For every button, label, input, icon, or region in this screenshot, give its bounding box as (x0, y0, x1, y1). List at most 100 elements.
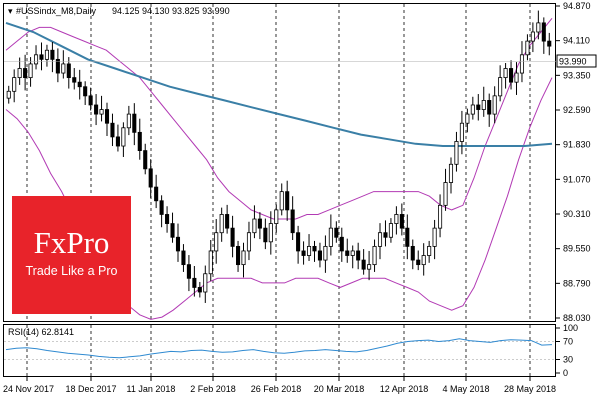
candle-body (148, 168, 153, 188)
date-tick-label: 12 Apr 2018 (380, 384, 429, 394)
candle-body (12, 77, 17, 92)
date-tick-label: 24 Nov 2017 (3, 384, 54, 394)
rsi-axis: 100 70 30 0 (556, 323, 578, 378)
price-tick-label: 94.870 (563, 1, 591, 11)
candle-body (301, 250, 306, 256)
candle-body (110, 122, 115, 138)
candle-body (367, 264, 372, 270)
candle-body (487, 100, 492, 115)
candle-body (476, 104, 481, 110)
candle-body (492, 95, 497, 115)
candle-body (274, 209, 279, 224)
moving-average-line (5, 21, 553, 147)
candle-body (154, 186, 159, 202)
candle-body (312, 245, 317, 252)
price-tick-label: 94.110 (563, 36, 590, 46)
price-tick-label: 90.310 (563, 209, 591, 219)
candle-body (214, 232, 219, 252)
candle-body (394, 214, 399, 224)
candle-body (536, 22, 541, 33)
candle-body (432, 227, 437, 247)
price-tag (556, 54, 597, 68)
rsi-tick-label: 30 (563, 355, 573, 365)
candle-body (465, 113, 470, 124)
candle-body (203, 273, 208, 293)
candle-body (328, 227, 333, 247)
price-tick-label: 92.590 (563, 105, 591, 115)
date-tick-label: 26 Feb 2018 (251, 384, 302, 394)
candle-body (115, 136, 120, 147)
candle-body (334, 227, 339, 238)
candle-body (39, 54, 44, 60)
candle-body (339, 236, 344, 252)
date-tick-label: 4 May 2018 (442, 384, 489, 394)
candle-body (99, 109, 104, 115)
candle-body (448, 163, 454, 183)
candle-body (547, 40, 552, 47)
candle-body (225, 214, 230, 229)
candle-body (388, 223, 393, 238)
candle-body (377, 232, 383, 247)
chart-symbol: #USSindx_M8,Daily (16, 6, 97, 16)
chart-ohlc: 94.125 94.130 93.825 93.990 (112, 6, 230, 16)
candle-body (66, 63, 71, 79)
candle-body (438, 204, 443, 229)
candlesticks (6, 10, 552, 303)
candle-body (257, 218, 262, 229)
candle-body (50, 49, 55, 60)
candle-body (33, 54, 39, 65)
candle-body (72, 77, 77, 83)
date-tick-label: 11 Jan 2018 (127, 384, 176, 394)
rsi-series-line (5, 338, 553, 359)
candle-body (416, 259, 421, 266)
candle-body (165, 214, 170, 224)
candle-body (208, 250, 213, 275)
candle-body (399, 214, 404, 229)
candle-body (525, 40, 530, 56)
candle-body (279, 191, 284, 211)
candle-body (519, 54, 525, 74)
candle-body (143, 150, 148, 170)
rsi-tick-label: 0 (563, 368, 568, 378)
date-tick-label: 2 Feb 2018 (190, 384, 236, 394)
candle-body (197, 287, 202, 293)
candle-body (541, 22, 546, 42)
candle-body (361, 259, 366, 270)
candle-body (290, 209, 295, 234)
date-tick-label: 28 May 2018 (504, 384, 556, 394)
candle-body (263, 227, 268, 243)
candle-body (132, 113, 137, 133)
rsi-tick-label: 70 (563, 337, 573, 347)
price-tick-label: 88.790 (563, 278, 591, 288)
candle-body (296, 232, 301, 252)
candle-body (372, 245, 377, 266)
date-tick-label: 20 Mar 2018 (314, 384, 365, 394)
date-axis: 24 Nov 2017 18 Dec 2017 11 Jan 2018 2 Feb 2… (3, 377, 556, 394)
candle-body (126, 113, 131, 129)
candle-body (498, 77, 503, 97)
price-axis: 94.870 94.110 93.350 92.590 91.830 91.070 90.3… (556, 1, 591, 323)
price-tick-label: 91.070 (563, 174, 591, 184)
candle-body (104, 109, 110, 124)
candle-body (159, 200, 164, 215)
header-marker-icon: ▾ (8, 6, 13, 16)
candle-body (514, 72, 519, 83)
candle-body (192, 277, 197, 288)
candle-body (459, 122, 464, 142)
candle-body (285, 191, 290, 211)
candle-body (509, 68, 514, 83)
logo-name: FxPro (33, 225, 110, 260)
candle-body (356, 250, 361, 261)
moving-average (5, 21, 553, 147)
price-tag-value: 93.990 (559, 57, 587, 67)
candle-body (241, 250, 246, 266)
candle-body (94, 104, 99, 115)
rsi-panel (3, 324, 556, 377)
candle-body (421, 255, 426, 266)
candle-body (17, 68, 22, 79)
candle-body (230, 227, 235, 247)
candle-body (236, 245, 241, 266)
price-tick-label: 89.550 (563, 244, 591, 254)
candle-body (317, 250, 322, 261)
candle-body (443, 182, 448, 206)
